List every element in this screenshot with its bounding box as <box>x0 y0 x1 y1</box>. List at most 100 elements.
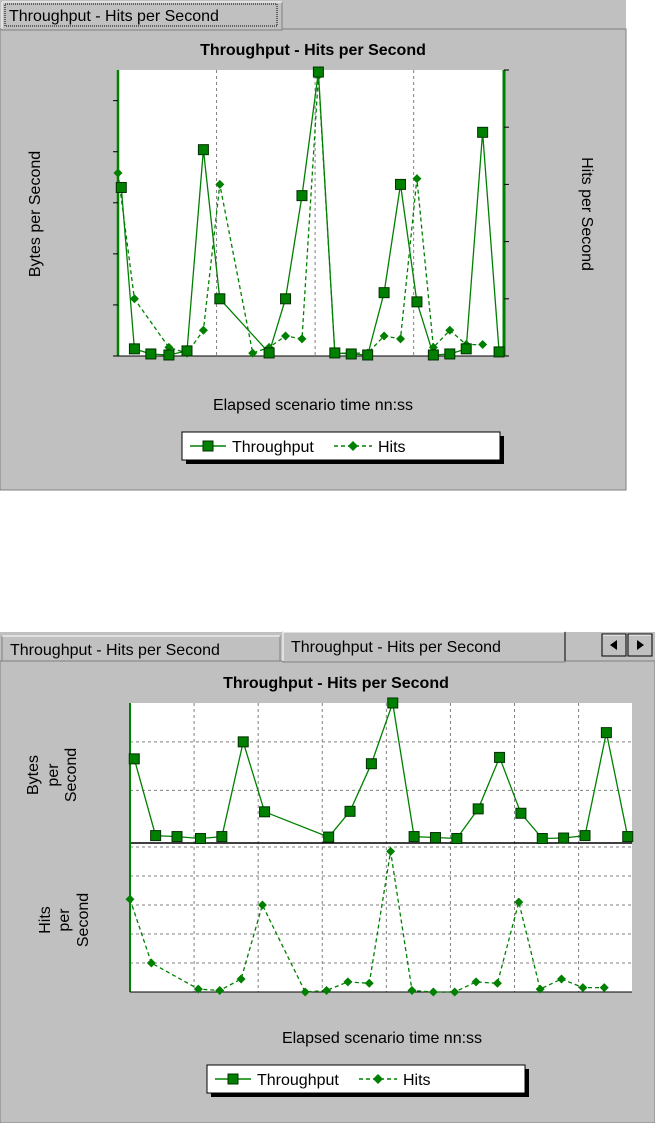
panel-2-throughput-point <box>237 736 249 748</box>
panel-2-plot-area <box>130 703 632 992</box>
panel-2-throughput-point <box>429 832 441 844</box>
panel-1-throughput-point <box>296 190 308 202</box>
panel-2-bottom-axis-label-line-2: per <box>56 908 73 932</box>
panel-2-throughput-point <box>344 805 356 817</box>
panel-2-throughput-point <box>128 753 140 765</box>
panel-2-throughput-point <box>408 831 420 843</box>
panel-1-hits-point <box>248 348 258 358</box>
panel-2-throughput-point <box>472 803 484 815</box>
panel-1-hits-point <box>379 331 389 341</box>
panel-1-hits-point <box>445 325 455 335</box>
panel-1-throughput-point <box>493 346 505 358</box>
panel-2-bottom-axis-label-line-3: Second <box>75 893 92 947</box>
panel-2-bottom-axis-label: Hits per Second <box>37 893 92 947</box>
panel-1-tab[interactable]: Throughput - Hits per Second <box>1 1 283 31</box>
panel-1-throughput-point <box>214 293 226 305</box>
right-arrow-icon <box>637 640 644 650</box>
panel-1-title: Throughput - Hits per Second <box>200 42 426 59</box>
panel-2-throughput-point <box>622 831 634 843</box>
panel-2-hits-point <box>215 986 225 996</box>
panel-1-left-axis-label: Bytes per Second <box>27 151 44 277</box>
panel-1-x-axis-label: Elapsed scenario time nn:ss <box>213 397 413 414</box>
panel-2-throughput-point <box>150 830 162 842</box>
panel-1-throughput-point <box>460 343 472 355</box>
panel-2-throughput-point <box>600 727 612 739</box>
panel-1-throughput-point <box>115 181 127 193</box>
panel-2-throughput-point <box>387 697 399 709</box>
panel-2-title: Throughput - Hits per Second <box>223 675 449 692</box>
panel-2-hits-point <box>557 974 567 984</box>
panel-2-scroll-left-button[interactable] <box>601 633 627 657</box>
panel-1-throughput-point <box>280 293 292 305</box>
panel-1-hits-point <box>198 325 208 335</box>
panel-2-hits-point <box>471 977 481 987</box>
panel-2-hits-point <box>343 977 353 987</box>
panel-1-legend-hits-label: Hits <box>378 439 406 456</box>
panel-2-legend: Throughput Hits <box>206 1064 529 1097</box>
panel-1-throughput-point <box>362 349 374 361</box>
panel-2-hits-point <box>450 987 460 997</box>
panel-2-scroll-right-button[interactable] <box>627 633 653 657</box>
panel-2-hits-point <box>535 984 545 994</box>
panel-2-top-axis-label-line-2: per <box>45 763 62 787</box>
panel-2-legend-hits-marker <box>373 1074 383 1084</box>
panel-2-throughput-point <box>365 758 377 770</box>
panel-1: Throughput - Hits per Second Throughput … <box>0 0 627 491</box>
panel-1-throughput-point <box>263 347 275 359</box>
panel-2-throughput-point <box>558 832 570 844</box>
panel-2-hits-point <box>322 986 332 996</box>
panel-1-throughput-point <box>477 126 489 138</box>
panel-1-throughput-point <box>145 348 157 360</box>
panel-1-throughput-point <box>197 144 209 156</box>
panel-2-plot <box>125 697 634 997</box>
panel-1-throughput-point <box>345 348 357 360</box>
panel-2-top-axis-label-line-1: Bytes <box>25 755 42 795</box>
panel-1-legend: Throughput Hits <box>181 431 504 464</box>
panel-1-hits-point <box>478 340 488 350</box>
panel-2-legend-throughput-label: Throughput <box>257 1072 339 1089</box>
panel-1-legend-throughput-marker <box>202 440 214 452</box>
panel-2-throughput-point <box>536 833 548 845</box>
panel-1-throughput-point <box>312 66 324 78</box>
panel-2-hits-point <box>407 986 417 996</box>
panel-1-legend-throughput-label: Throughput <box>232 439 314 456</box>
panel-2-throughput-point <box>171 831 183 843</box>
panel-2-throughput-line <box>133 702 629 840</box>
panel-1-plot <box>113 66 509 361</box>
panel-2-tab-active-label: Throughput - Hits per Second <box>291 639 501 656</box>
panel-2-throughput-point <box>494 751 506 763</box>
panel-2-bottom-axis-label-line-1: Hits <box>37 906 54 934</box>
panel-2-throughput-point <box>216 831 228 843</box>
panel-2-tab-active[interactable]: Throughput - Hits per Second <box>282 631 566 663</box>
panel-2-tab-inactive[interactable]: Throughput - Hits per Second <box>1 635 281 662</box>
panel-1-hits-point <box>412 174 422 184</box>
panel-1-hits-point <box>281 331 291 341</box>
panel-2-throughput-point <box>323 831 335 843</box>
panel-2-legend-hits-label: Hits <box>403 1072 431 1089</box>
panel-2-hits-point <box>428 987 438 997</box>
panel-2-top-axis-label-line-3: Second <box>63 748 80 802</box>
panel-1-throughput-point <box>444 348 456 360</box>
panel-1-hits-point <box>113 168 123 178</box>
panel-1-tab-label: Throughput - Hits per Second <box>9 8 219 25</box>
panel-2-throughput-point <box>259 806 271 818</box>
panel-2-top-axis-label: Bytes per Second <box>25 748 80 802</box>
panel-1-throughput-point <box>395 178 407 190</box>
panel-1-throughput-point <box>427 349 439 361</box>
panel-2: Throughput - Hits per Second Throughput … <box>0 631 655 1123</box>
panel-1-hits-point <box>396 334 406 344</box>
panel-2-throughput-point <box>451 833 463 845</box>
panel-1-throughput-point <box>378 287 390 299</box>
panel-2-hits-point <box>386 846 396 856</box>
panel-1-hits-point <box>129 294 139 304</box>
panel-1-throughput-point <box>163 349 175 361</box>
panel-2-hits-point <box>364 978 374 988</box>
panel-2-hits-point <box>578 983 588 993</box>
panel-1-throughput-line <box>120 71 500 356</box>
panel-2-hits-point <box>146 958 156 968</box>
panel-2-throughput-point <box>579 830 591 842</box>
panel-2-hits-point <box>257 900 267 910</box>
panel-1-legend-hits-marker <box>348 441 358 451</box>
panel-1-plot-area <box>118 70 504 356</box>
panel-2-throughput-point <box>194 833 206 845</box>
